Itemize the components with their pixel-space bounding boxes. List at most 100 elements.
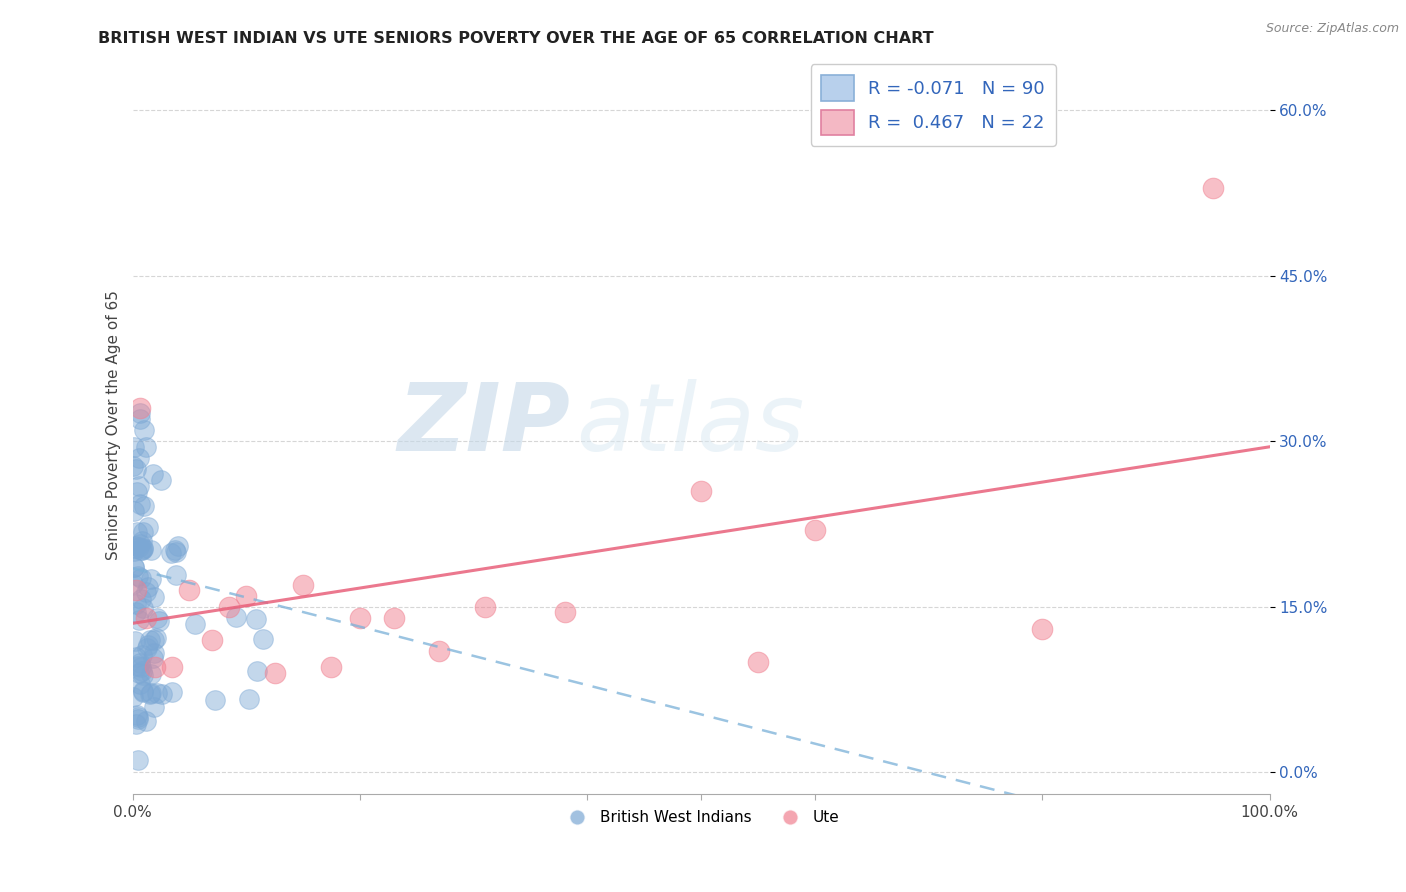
Point [128,450,150,465]
Point [129,406,152,420]
Point [129,412,152,426]
Point [132,525,155,540]
Legend: British West Indians, Ute: British West Indians, Ute [555,804,846,831]
Point [141,686,163,700]
Point [135,440,157,454]
Point [122,544,145,558]
Point [125,717,148,731]
Point [218,599,240,614]
Point [136,640,159,655]
Point [145,610,167,624]
Point [131,533,153,548]
Point [122,441,145,455]
Point [129,497,152,511]
Point [122,560,145,574]
Text: Source: ZipAtlas.com: Source: ZipAtlas.com [1265,22,1399,36]
Point [128,613,150,627]
Point [135,584,157,599]
Point [132,541,155,556]
Point [160,685,183,699]
Point [1201,180,1223,194]
Point [142,646,165,660]
Point [1031,622,1053,636]
Point [141,543,163,558]
Point [121,459,143,474]
Point [263,665,285,680]
Point [124,597,146,611]
Point [292,578,315,592]
Point [129,401,152,416]
Point [129,537,152,551]
Point [142,700,165,714]
Point [124,539,146,553]
Y-axis label: Seniors Poverty Over the Age of 65: Seniors Poverty Over the Age of 65 [107,290,121,559]
Point [690,483,713,498]
Point [474,599,496,614]
Point [803,523,825,537]
Point [132,684,155,698]
Point [125,708,148,723]
Point [382,611,405,625]
Point [125,484,148,499]
Text: BRITISH WEST INDIAN VS UTE SENIORS POVERTY OVER THE AGE OF 65 CORRELATION CHART: BRITISH WEST INDIAN VS UTE SENIORS POVER… [98,31,934,46]
Point [122,690,145,705]
Point [142,651,165,665]
Point [135,714,157,728]
Point [131,664,153,678]
Point [121,577,143,591]
Point [128,656,150,670]
Point [143,660,166,674]
Point [246,664,269,678]
Text: atlas: atlas [576,379,804,470]
Point [184,616,207,631]
Point [349,611,371,625]
Point [125,583,148,598]
Point [129,677,152,691]
Point [163,542,186,557]
Point [162,660,184,674]
Point [149,473,172,487]
Point [165,567,187,582]
Point [127,712,149,726]
Point [145,631,167,645]
Point [245,612,267,626]
Point [127,753,149,767]
Point [204,693,226,707]
Point [139,687,162,701]
Point [132,500,155,514]
Point [235,589,257,603]
Point [429,644,451,658]
Point [129,543,152,558]
Point [179,583,201,598]
Point [132,685,155,699]
Point [124,541,146,555]
Point [124,634,146,648]
Point [132,423,155,437]
Point [165,544,187,558]
Point [128,666,150,681]
Point [129,591,152,606]
Point [136,580,159,594]
Point [125,605,148,619]
Point [150,687,173,701]
Point [128,541,150,555]
Point [139,633,162,648]
Point [127,659,149,673]
Point [145,685,167,699]
Point [136,520,159,534]
Point [125,524,148,539]
Point [135,611,157,625]
Point [131,648,153,662]
Text: ZIP: ZIP [398,379,571,471]
Point [225,610,247,624]
Point [125,462,148,476]
Point [129,660,152,674]
Point [132,601,155,615]
Point [141,572,163,586]
Point [129,571,152,585]
Point [132,541,155,556]
Point [128,479,150,493]
Point [238,692,260,706]
Point [167,539,190,553]
Point [132,667,155,681]
